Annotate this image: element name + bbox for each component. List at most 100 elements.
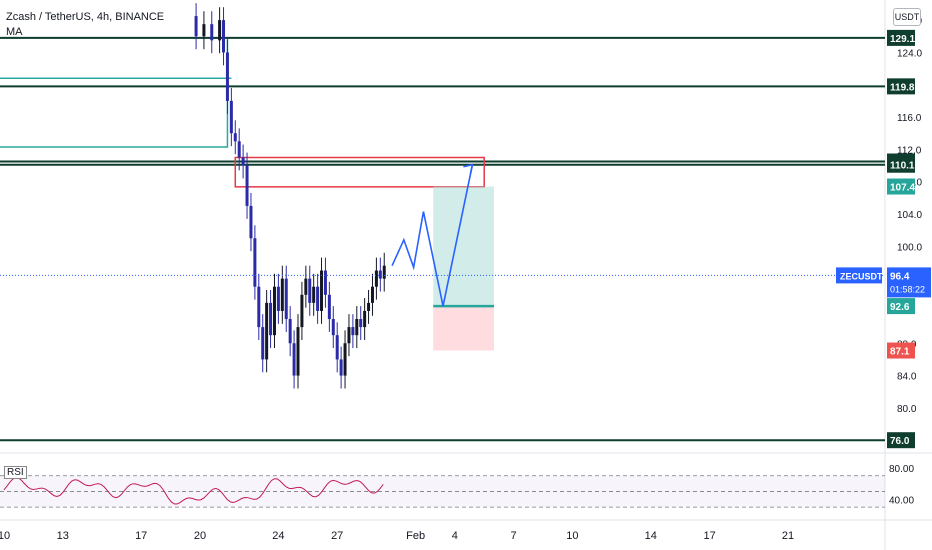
- candle-body: [304, 278, 308, 295]
- time-tick-label: 20: [194, 530, 206, 542]
- time-tick-label: 10: [566, 530, 578, 542]
- price-tick-label: 112.0: [897, 145, 922, 156]
- price-tag: 107.4: [890, 183, 915, 194]
- projection-path[interactable]: [391, 163, 474, 307]
- candle-body: [272, 286, 276, 336]
- price-tick-label: 116.0: [897, 113, 922, 124]
- candle-body: [316, 286, 320, 311]
- level-tag: 110.1: [890, 161, 915, 172]
- level-tag: 129.1: [890, 34, 915, 45]
- zone-rect: [234, 156, 485, 188]
- rsi-pane[interactable]: 80.00 40.00: [0, 464, 914, 508]
- symbol-title[interactable]: Zcash / TetherUS, 4h, BINANCE: [6, 11, 165, 23]
- projection-arrowhead: [463, 163, 474, 174]
- candle-body: [300, 294, 304, 328]
- chart-legend: Zcash / TetherUS, 4h, BINANCE MA: [6, 10, 164, 40]
- level-tag: 119.8: [890, 82, 915, 93]
- price-tick-label: 84.0: [897, 372, 917, 383]
- candle-body: [194, 16, 198, 37]
- candle-body: [249, 205, 253, 239]
- symbol-tag: ZECUSDT: [840, 271, 883, 281]
- price-tag-bg: [887, 342, 915, 359]
- rsi-tick-label: 80.00: [889, 464, 914, 475]
- candle-body: [210, 24, 214, 41]
- candle-body: [280, 278, 284, 311]
- time-tick-label: Feb: [406, 530, 425, 542]
- time-tick-label: 17: [703, 530, 715, 542]
- current-price-bg: [887, 267, 931, 298]
- candle-body: [312, 286, 316, 303]
- candle-body: [327, 294, 331, 320]
- price-axis[interactable]: 128.0124.0116.0112.0108.0104.0100.088.08…: [836, 16, 931, 449]
- candle-body: [288, 319, 292, 344]
- candle-body: [347, 327, 351, 344]
- candle-body: [367, 302, 371, 311]
- symbol-tag-bg: [836, 267, 882, 284]
- price-tick-label: 80.0: [897, 404, 917, 415]
- level-tag-bg: [887, 29, 915, 46]
- time-tick-label: 4: [452, 530, 458, 542]
- candle-body: [237, 141, 241, 158]
- loss-zone: [433, 306, 494, 351]
- candle-body: [323, 270, 327, 295]
- candle-body: [355, 319, 359, 336]
- level-tag-bg: [887, 78, 915, 95]
- current-price: 96.4: [890, 271, 910, 282]
- countdown: 01:58:22: [890, 284, 925, 294]
- projection-line: [391, 164, 474, 307]
- candle-body: [245, 165, 249, 206]
- rsi-label[interactable]: RSI: [4, 466, 27, 479]
- candle-body: [363, 310, 367, 328]
- resistance-zone[interactable]: [234, 156, 485, 188]
- candle-body: [351, 327, 355, 336]
- price-tag-bg: [887, 178, 915, 195]
- candle-body: [370, 286, 374, 303]
- price-tag: 92.6: [890, 302, 910, 313]
- long-position-tool[interactable]: [433, 186, 494, 351]
- candle-body: [374, 270, 378, 287]
- candle-body: [382, 265, 386, 279]
- candle-body: [269, 302, 273, 336]
- candle-body: [229, 100, 233, 134]
- currency-button[interactable]: USDT: [893, 8, 921, 26]
- level-tag-bg: [887, 156, 915, 173]
- candle-body: [284, 278, 288, 320]
- rsi-line: [3, 477, 384, 505]
- candle-body: [308, 278, 312, 303]
- time-tick-label: 7: [511, 530, 517, 542]
- time-tick-label: 13: [57, 530, 69, 542]
- ma-line: [0, 37, 232, 148]
- candle-body: [233, 133, 237, 142]
- price-tick-label: 100.0: [897, 242, 922, 253]
- time-axis[interactable]: 10 13 17 20 24 27 Feb 4 7 10 14 17 21: [0, 530, 794, 542]
- time-tick-label: 27: [331, 530, 343, 542]
- candles: [194, 3, 386, 389]
- candle-body: [335, 335, 339, 360]
- price-tick-label: 124.0: [897, 48, 922, 59]
- time-tick-label: 24: [272, 530, 284, 542]
- price-tag-bg: [887, 298, 915, 315]
- rsi-tick-label: 40.00: [889, 495, 914, 506]
- horizontal-levels[interactable]: [0, 36, 885, 442]
- level-tag-bg: [887, 432, 915, 449]
- candle-body: [257, 286, 261, 328]
- ma-polyline: [0, 37, 229, 148]
- candle-body: [339, 359, 343, 376]
- time-tick-label: 10: [0, 530, 10, 542]
- ma-legend[interactable]: MA: [6, 26, 23, 38]
- candle-body: [292, 343, 296, 376]
- level-tag: 76.0: [890, 436, 910, 447]
- candle-body: [343, 343, 347, 376]
- candle-body: [320, 270, 324, 311]
- candle-body: [296, 327, 300, 376]
- candle-body: [225, 52, 229, 101]
- candle-body: [265, 302, 269, 360]
- price-tick-label: 104.0: [897, 210, 922, 221]
- candle-body: [222, 20, 226, 53]
- candle-body: [331, 319, 335, 336]
- candle-body: [253, 238, 257, 287]
- candle-body: [218, 20, 222, 41]
- candle-body: [378, 270, 382, 279]
